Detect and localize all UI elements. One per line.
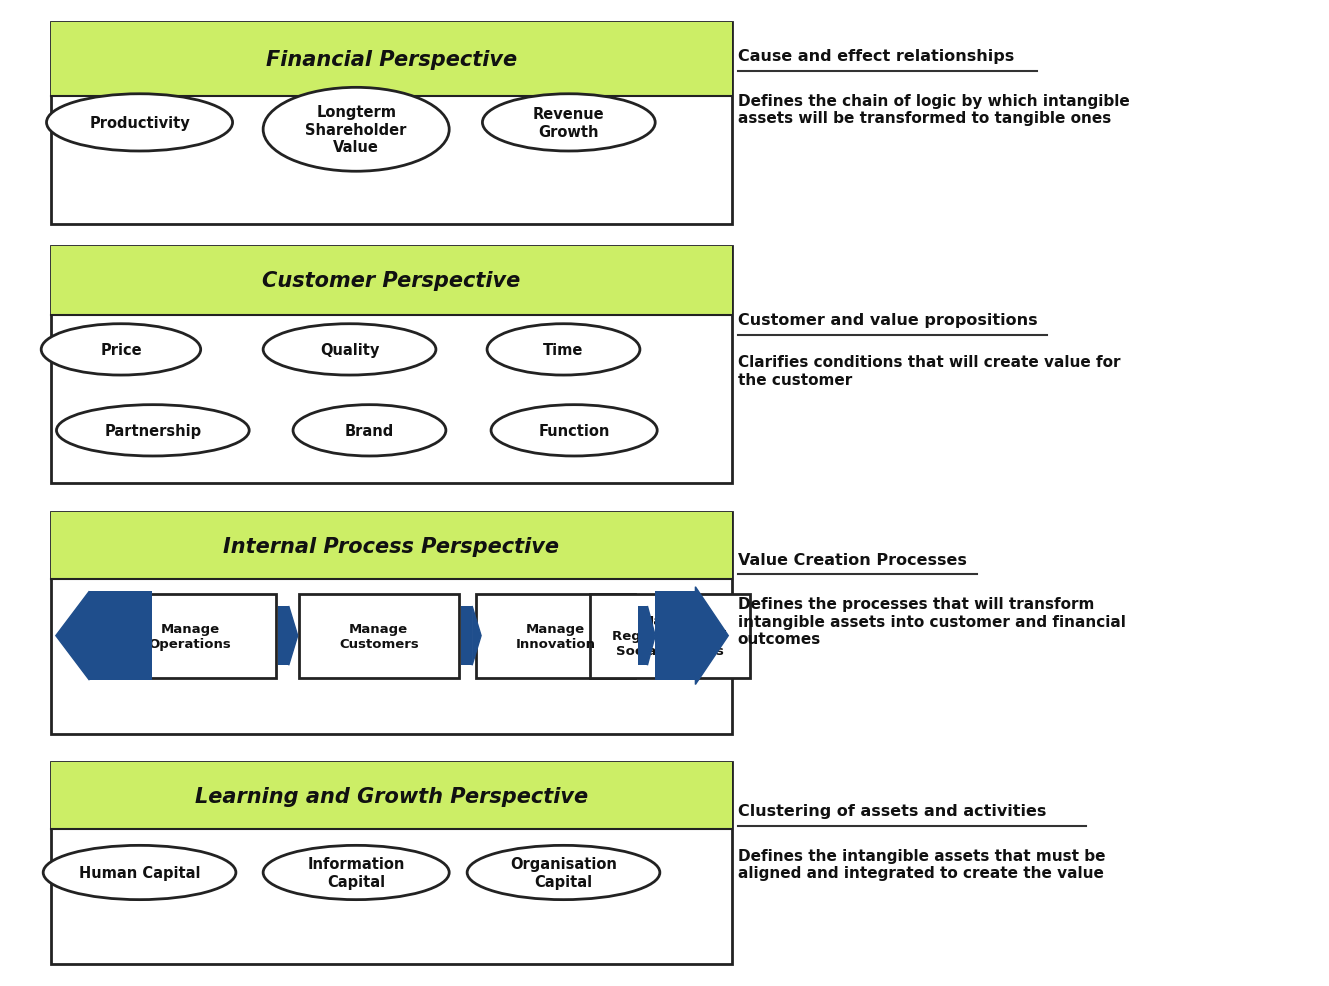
Text: Customer Perspective: Customer Perspective — [262, 271, 521, 291]
Text: Cause and effect relationships: Cause and effect relationships — [738, 49, 1014, 64]
Polygon shape — [56, 592, 89, 680]
Text: Defines the intangible assets that must be
aligned and integrated to create the : Defines the intangible assets that must … — [738, 848, 1106, 880]
Text: Value Creation Processes: Value Creation Processes — [738, 552, 966, 567]
Ellipse shape — [492, 405, 657, 457]
Text: Defines the chain of logic by which intangible
assets will be transformed to tan: Defines the chain of logic by which inta… — [738, 94, 1130, 126]
Text: Clustering of assets and activities: Clustering of assets and activities — [738, 804, 1046, 818]
Text: Financial Perspective: Financial Perspective — [266, 49, 517, 70]
Ellipse shape — [482, 95, 655, 152]
Ellipse shape — [263, 324, 436, 376]
FancyBboxPatch shape — [51, 246, 732, 316]
Bar — [655, 592, 695, 680]
Ellipse shape — [57, 405, 250, 457]
Bar — [89, 592, 152, 680]
Text: Customer and value propositions: Customer and value propositions — [738, 313, 1037, 327]
FancyBboxPatch shape — [51, 762, 732, 829]
Ellipse shape — [47, 95, 233, 152]
Text: Manage
Operations: Manage Operations — [149, 622, 231, 650]
FancyBboxPatch shape — [590, 594, 750, 678]
Text: Price: Price — [100, 342, 142, 358]
Text: Longterm
Shareholder
Value: Longterm Shareholder Value — [306, 106, 407, 155]
Bar — [638, 606, 647, 666]
Bar — [461, 606, 472, 666]
Bar — [278, 606, 288, 666]
Text: Defines the processes that will transform
intangible assets into customer and fi: Defines the processes that will transfor… — [738, 597, 1126, 646]
Text: Internal Process Perspective: Internal Process Perspective — [223, 536, 560, 556]
FancyBboxPatch shape — [51, 23, 732, 225]
FancyBboxPatch shape — [299, 594, 459, 678]
Ellipse shape — [263, 846, 449, 899]
Ellipse shape — [468, 846, 659, 899]
Text: Productivity: Productivity — [89, 115, 190, 131]
Ellipse shape — [43, 846, 237, 899]
FancyBboxPatch shape — [51, 513, 732, 580]
Text: Quality: Quality — [320, 342, 379, 358]
Ellipse shape — [41, 324, 201, 376]
Polygon shape — [288, 606, 298, 666]
Polygon shape — [647, 606, 655, 666]
Text: Revenue
Growth: Revenue Growth — [533, 107, 605, 139]
Text: Information
Capital: Information Capital — [307, 857, 405, 888]
Polygon shape — [472, 606, 481, 666]
FancyBboxPatch shape — [51, 513, 732, 735]
Text: Partnership: Partnership — [104, 423, 202, 439]
Text: Manage
Regulatory and
Social Process: Manage Regulatory and Social Process — [613, 614, 727, 658]
Ellipse shape — [263, 89, 449, 172]
Text: Human Capital: Human Capital — [78, 865, 201, 880]
Text: Clarifies conditions that will create value for
the customer: Clarifies conditions that will create va… — [738, 355, 1120, 387]
Ellipse shape — [292, 405, 447, 457]
Text: Time: Time — [544, 342, 583, 358]
Text: Manage
Innovation: Manage Innovation — [516, 622, 595, 650]
Text: Brand: Brand — [344, 423, 395, 439]
FancyBboxPatch shape — [476, 594, 635, 678]
Text: Learning and Growth Perspective: Learning and Growth Perspective — [195, 786, 587, 806]
FancyBboxPatch shape — [51, 23, 732, 97]
FancyBboxPatch shape — [51, 762, 732, 964]
FancyBboxPatch shape — [51, 246, 732, 483]
Text: Organisation
Capital: Organisation Capital — [510, 857, 617, 888]
Text: Manage
Customers: Manage Customers — [339, 622, 419, 650]
Text: Function: Function — [538, 423, 610, 439]
Polygon shape — [695, 588, 728, 684]
FancyBboxPatch shape — [104, 594, 276, 678]
Ellipse shape — [486, 324, 641, 376]
